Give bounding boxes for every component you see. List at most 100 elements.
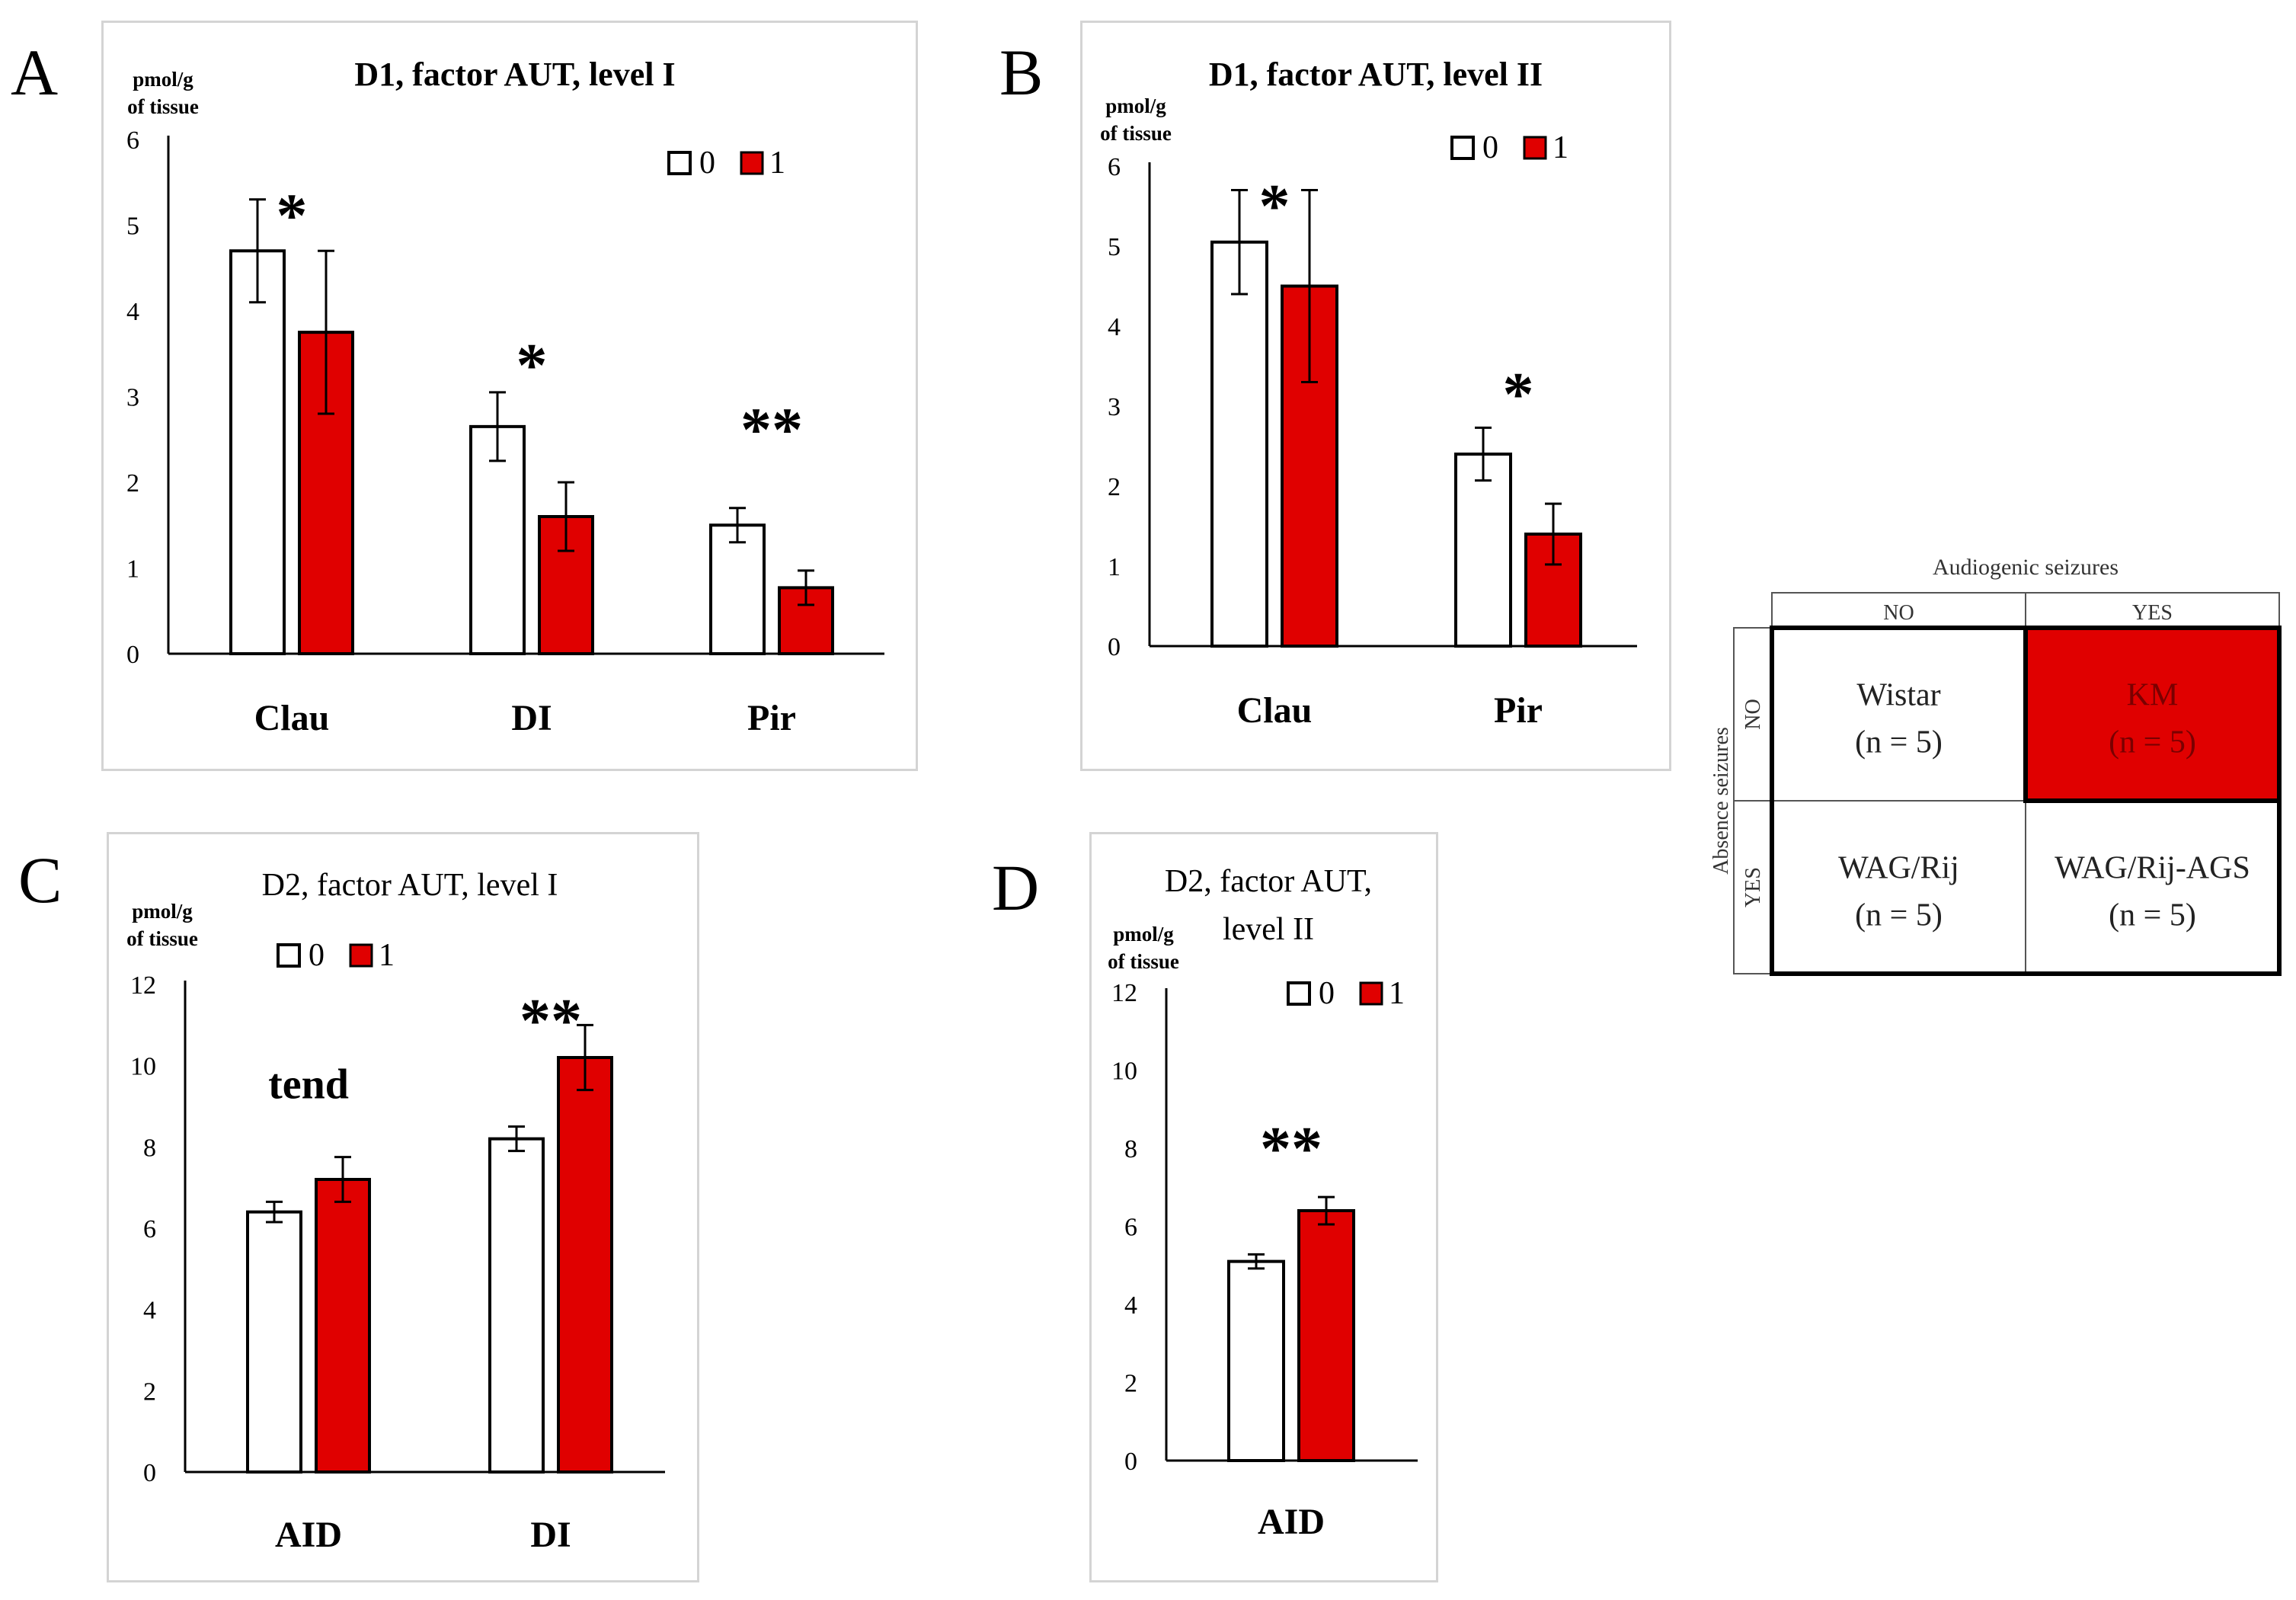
significance-marker: ** (740, 395, 803, 464)
y-tick-label: 8 (1124, 1135, 1137, 1163)
legend-swatch-1 (349, 943, 373, 968)
y-tick-label: 4 (1124, 1291, 1137, 1320)
y-tick-label: 2 (143, 1378, 156, 1406)
strain-sample-size: (n = 5) (2109, 898, 2196, 933)
y-tick-label: 6 (1124, 1214, 1137, 1242)
bar-aid-group-0 (1227, 1259, 1285, 1462)
chart-title: D1, factor AUT, level I (354, 56, 675, 93)
legend-swatch-0 (1450, 136, 1475, 160)
y-tick-label: 8 (143, 1134, 156, 1162)
bar-di-group-0 (488, 1137, 545, 1474)
chart-title: D2, factor AUT, level I (262, 868, 558, 903)
strain-name: KM (2127, 678, 2179, 713)
bar-aid-group-1 (315, 1178, 371, 1474)
bar-clau-group-0 (1210, 240, 1268, 648)
y-tick-label: 10 (130, 1053, 156, 1081)
y-tick-label: 6 (126, 126, 139, 155)
y-tick-label: 1 (1108, 553, 1121, 581)
strain-sample-size: (n = 5) (2109, 725, 2196, 760)
strain-sample-size: (n = 5) (1855, 898, 1943, 933)
category-label: Clau (1237, 690, 1313, 731)
km-cell-frame (2023, 626, 2282, 803)
legend-label-1: 1 (769, 146, 785, 181)
y-tick-label: 4 (143, 1297, 156, 1325)
y-tick-label: 0 (1108, 633, 1121, 661)
significance-marker: * (277, 181, 308, 250)
bar-aid-group-0 (246, 1210, 302, 1474)
significance-marker: * (516, 331, 548, 400)
y-unit-label-line2: of tissue (126, 927, 198, 950)
strain-design-table: Audiogenic seizures NO YES NO YES Absence sei… (1709, 549, 2293, 983)
y-tick-label: 6 (1108, 153, 1121, 181)
category-label: DI (530, 1515, 571, 1555)
trend-annotation: tend (268, 1061, 349, 1108)
chart-title: D2, factor AUT, (1165, 864, 1372, 899)
y-tick-label: 3 (1108, 393, 1121, 421)
y-unit-label: pmol/g (1113, 923, 1174, 946)
legend-label-1: 1 (379, 938, 395, 973)
category-label: Pir (747, 698, 796, 738)
category-label: DI (511, 698, 552, 738)
bar-di-group-1 (557, 1056, 613, 1474)
y-tick-label: 0 (143, 1459, 156, 1487)
legend-label-0: 0 (1482, 130, 1498, 165)
strain-name: WAG/Rij (1838, 851, 1959, 886)
significance-marker: * (1503, 359, 1534, 428)
category-label: AID (275, 1515, 342, 1555)
y-unit-label: pmol/g (132, 900, 193, 923)
legend-swatch-0 (1287, 981, 1311, 1006)
design-cell-2 (2025, 627, 2280, 802)
y-tick-label: 6 (143, 1215, 156, 1243)
chart-title-line2: level II (1223, 912, 1314, 947)
y-unit-label: pmol/g (1105, 94, 1166, 117)
legend-label-1: 1 (1553, 130, 1569, 165)
category-label: Clau (254, 698, 330, 738)
legend-label-0: 0 (309, 938, 325, 973)
bar-di-group-0 (469, 424, 526, 655)
row-label-no: NO (1741, 699, 1765, 729)
y-tick-label: 2 (1108, 473, 1121, 501)
y-tick-label: 0 (1124, 1448, 1137, 1476)
panel-letter-b: B (999, 36, 1044, 109)
bar-pir-group-0 (709, 523, 766, 655)
design-cell-4 (2025, 800, 2280, 974)
y-unit-label-line2: of tissue (1108, 950, 1179, 973)
bar-clau-group-0 (229, 249, 286, 655)
chart-panel-a: D1, factor AUT, level I pmol/g of tissue 0 1… (101, 21, 918, 771)
y-tick-label: 12 (130, 971, 156, 1000)
strain-name: Wistar (1856, 678, 1940, 713)
category-label: Pir (1494, 690, 1543, 731)
legend-swatch-1 (740, 151, 764, 175)
chart-panel-d: D2, factor AUT, level II pmol/g of tissue 0 2… (1089, 832, 1438, 1582)
strain-name: WAG/Rij-AGS (2055, 851, 2250, 886)
col-label-yes: YES (2132, 601, 2173, 625)
legend-swatch-1 (1523, 136, 1547, 160)
y-tick-label: 1 (126, 555, 139, 584)
y-tick-label: 2 (126, 469, 139, 498)
chart-panel-c: D2, factor AUT, level I pmol/g of tissue 0 2… (107, 832, 699, 1582)
panel-letter-a: A (11, 36, 59, 109)
y-tick-label: 5 (126, 213, 139, 241)
y-tick-label: 12 (1111, 979, 1137, 1007)
col-label-no: NO (1883, 601, 1914, 625)
legend-label-0: 0 (1319, 976, 1335, 1011)
design-cell-1 (1771, 627, 2026, 802)
significance-marker: * (1259, 171, 1290, 241)
significance-marker: ** (520, 986, 582, 1055)
legend-swatch-0 (667, 151, 692, 175)
legend-swatch-0 (277, 943, 301, 968)
strain-sample-size: (n = 5) (1855, 725, 1943, 760)
y-tick-label: 4 (1108, 313, 1121, 341)
row-header: Absence seizures (1709, 727, 1733, 875)
y-tick-label: 10 (1111, 1058, 1137, 1086)
legend-label-0: 0 (699, 146, 715, 181)
y-unit-label-line2: of tissue (127, 95, 199, 118)
col-header: Audiogenic seizures (1933, 555, 2119, 580)
row-label-yes: YES (1741, 867, 1765, 907)
y-tick-label: 0 (126, 641, 139, 669)
legend-swatch-1 (1359, 981, 1383, 1006)
y-tick-label: 5 (1108, 233, 1121, 261)
legend-label-1: 1 (1389, 976, 1405, 1011)
significance-marker: ** (1260, 1114, 1322, 1183)
chart-panel-b: D1, factor AUT, level II pmol/g of tissue 0… (1080, 21, 1671, 771)
